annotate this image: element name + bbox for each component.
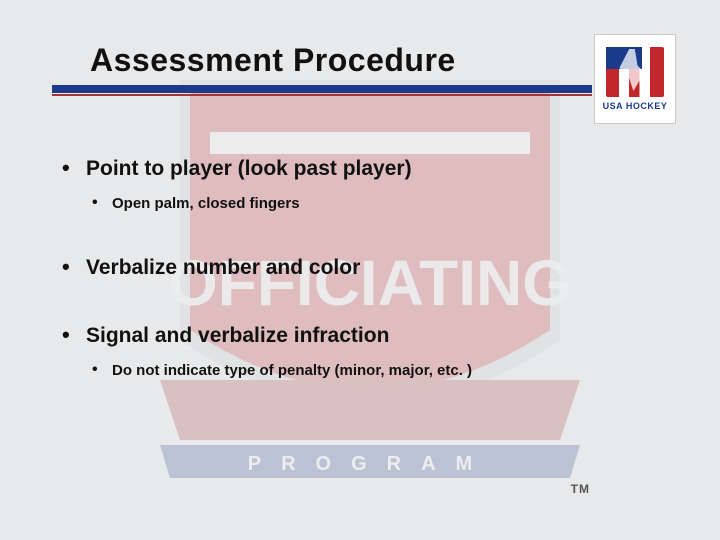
sub-list: Do not indicate type of penalty (minor, …: [86, 362, 670, 379]
header: Assessment Procedure: [50, 42, 670, 79]
title-underline: [52, 85, 592, 99]
bullet-list: Point to player (look past player) Open …: [58, 157, 670, 379]
bullet-text: Do not indicate type of penalty (minor, …: [112, 362, 472, 379]
flag-icon: [606, 47, 664, 97]
content-area: Point to player (look past player) Open …: [58, 157, 670, 379]
slide: Assessment Procedure USA HOCKEY Point to…: [0, 0, 720, 540]
usa-hockey-logo: USA HOCKEY: [594, 34, 676, 124]
sub-list: Open palm, closed fingers: [86, 195, 670, 212]
trademark-label: TM: [571, 482, 590, 496]
bullet-text: Verbalize number and color: [86, 256, 360, 279]
slide-title: Assessment Procedure: [90, 42, 456, 79]
list-item: Verbalize number and color: [58, 256, 670, 280]
list-item: Do not indicate type of penalty (minor, …: [86, 362, 670, 379]
bullet-text: Signal and verbalize infraction: [86, 324, 389, 347]
list-item: Signal and verbalize infraction Do not i…: [58, 324, 670, 379]
bullet-text: Open palm, closed fingers: [112, 195, 300, 212]
logo-text: USA HOCKEY: [603, 101, 668, 111]
bullet-text: Point to player (look past player): [86, 157, 412, 180]
list-item: Point to player (look past player) Open …: [58, 157, 670, 212]
list-item: Open palm, closed fingers: [86, 195, 670, 212]
